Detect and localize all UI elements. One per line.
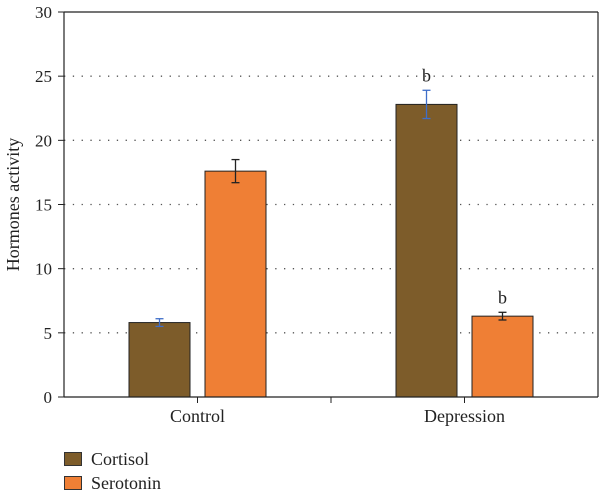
error-bars (155, 89, 507, 328)
y-tick-label-30: 30 (35, 3, 52, 22)
grid-lines (64, 75, 598, 334)
legend-label-serotonin: Serotonin (91, 472, 161, 493)
bar-serotonin-depression (471, 315, 534, 398)
legend: Cortisol Serotonin (64, 447, 161, 495)
error-bar-cortisol-control (155, 318, 164, 328)
bar-cortisol-depression (395, 103, 458, 398)
legend-swatch-serotonin (64, 476, 82, 490)
y-tick-label-20: 20 (35, 131, 52, 150)
x-tick-label-depression: Depression (424, 406, 505, 426)
error-bar-serotonin-control (231, 158, 240, 184)
y-tick-label-25: 25 (35, 67, 52, 86)
x-tick-label-control: Control (170, 406, 225, 426)
y-tick-label-0: 0 (44, 388, 53, 407)
bars (128, 103, 534, 398)
y-tick-label-10: 10 (35, 260, 52, 279)
annotations: bb (422, 65, 507, 307)
error-bar-serotonin-depression (498, 311, 507, 321)
x-ticks: Control Depression (170, 397, 505, 426)
legend-label-cortisol: Cortisol (91, 448, 150, 469)
bar-cortisol-control (128, 322, 191, 398)
y-ticks: 0 5 10 15 20 25 30 (35, 3, 64, 407)
error-bar-cortisol-depression (422, 89, 431, 120)
y-tick-label-5: 5 (44, 324, 53, 343)
legend-swatch-cortisol (64, 452, 82, 466)
y-tick-label-15: 15 (35, 196, 52, 215)
legend-item-serotonin: Serotonin (64, 471, 161, 495)
legend-item-cortisol: Cortisol (64, 447, 161, 471)
y-axis-title: Hormones activity (3, 138, 23, 271)
annotation-cortisol-depression: b (422, 65, 431, 85)
bar-serotonin-control (204, 170, 267, 398)
annotation-serotonin-depression: b (498, 287, 507, 307)
